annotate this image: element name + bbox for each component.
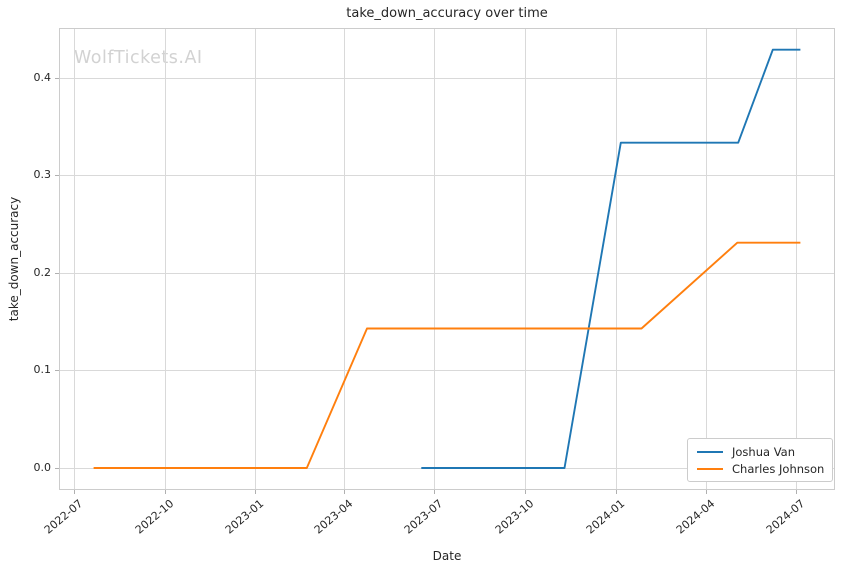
plot-border	[59, 28, 835, 490]
legend-line-sample	[697, 450, 723, 453]
legend-item: Joshua Van	[697, 445, 824, 459]
watermark: WolfTickets.AI	[74, 48, 203, 68]
legend-item: Charles Johnson	[697, 462, 824, 476]
y-axis-label: take_down_accuracy	[7, 196, 21, 322]
legend-label: Joshua Van	[732, 444, 796, 459]
chart-title: take_down_accuracy over time	[346, 6, 548, 21]
legend-label: Charles Johnson	[732, 461, 825, 476]
y-tick-label: 0.0	[33, 461, 52, 475]
y-tick-label: 0.4	[33, 70, 52, 84]
series-line-charles-johnson	[93, 241, 801, 469]
y-tick-label: 0.1	[33, 363, 52, 377]
y-tick-label: 0.3	[33, 168, 52, 182]
y-tick-label: 0.2	[33, 265, 52, 279]
legend: Joshua Van Charles Johnson	[687, 438, 833, 482]
series-line-joshua-van	[421, 48, 801, 469]
legend-line-sample	[697, 467, 723, 470]
x-axis-label: Date	[432, 549, 462, 563]
